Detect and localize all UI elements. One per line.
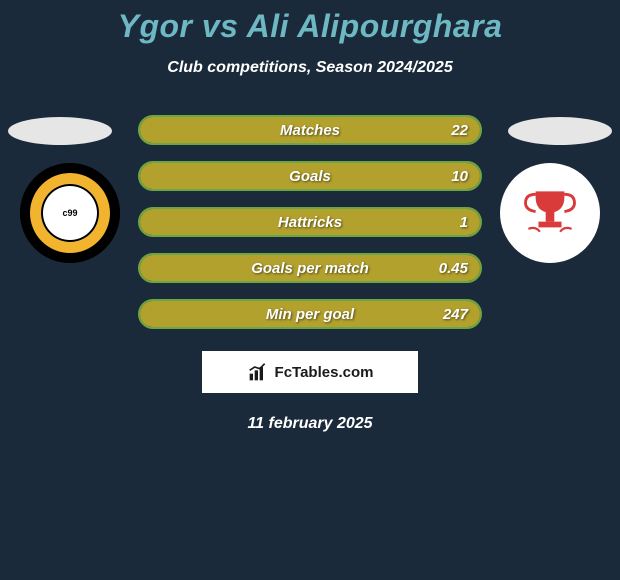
stat-bar: Goals 10: [138, 161, 482, 191]
stat-bar: Min per goal 247: [138, 299, 482, 329]
date-text: 11 february 2025: [0, 415, 620, 433]
brand-text: FcTables.com: [275, 364, 374, 381]
stat-bar-value: 247: [443, 301, 468, 327]
page-subtitle: Club competitions, Season 2024/2025: [0, 59, 620, 77]
stat-bars: Matches 22 Goals 10 Hattricks 1 Goals pe…: [138, 115, 482, 345]
brand-badge: FcTables.com: [202, 351, 418, 393]
stat-bar-label: Min per goal: [140, 301, 480, 327]
player-right-avatar: [508, 117, 612, 145]
root: Ygor vs Ali Alipourghara Club competitio…: [0, 0, 620, 433]
stat-bar-label: Hattricks: [140, 209, 480, 235]
club-left-label: c99: [41, 184, 99, 242]
trophy-icon: [514, 177, 586, 249]
club-right-logo: [500, 163, 600, 263]
comparison-area: c99 Matches 22 Goals 10: [0, 107, 620, 327]
stat-bar-value: 10: [451, 163, 468, 189]
stat-bar-value: 0.45: [439, 255, 468, 281]
player-left-avatar: [8, 117, 112, 145]
page-title: Ygor vs Ali Alipourghara: [0, 8, 620, 45]
stat-bar-value: 1: [460, 209, 468, 235]
club-left-logo: c99: [20, 163, 120, 263]
stat-bar: Matches 22: [138, 115, 482, 145]
stat-bar-label: Goals: [140, 163, 480, 189]
stat-bar-value: 22: [451, 117, 468, 143]
chart-icon: [247, 362, 269, 382]
stat-bar-label: Goals per match: [140, 255, 480, 281]
stat-bar-label: Matches: [140, 117, 480, 143]
stat-bar: Goals per match 0.45: [138, 253, 482, 283]
stat-bar: Hattricks 1: [138, 207, 482, 237]
